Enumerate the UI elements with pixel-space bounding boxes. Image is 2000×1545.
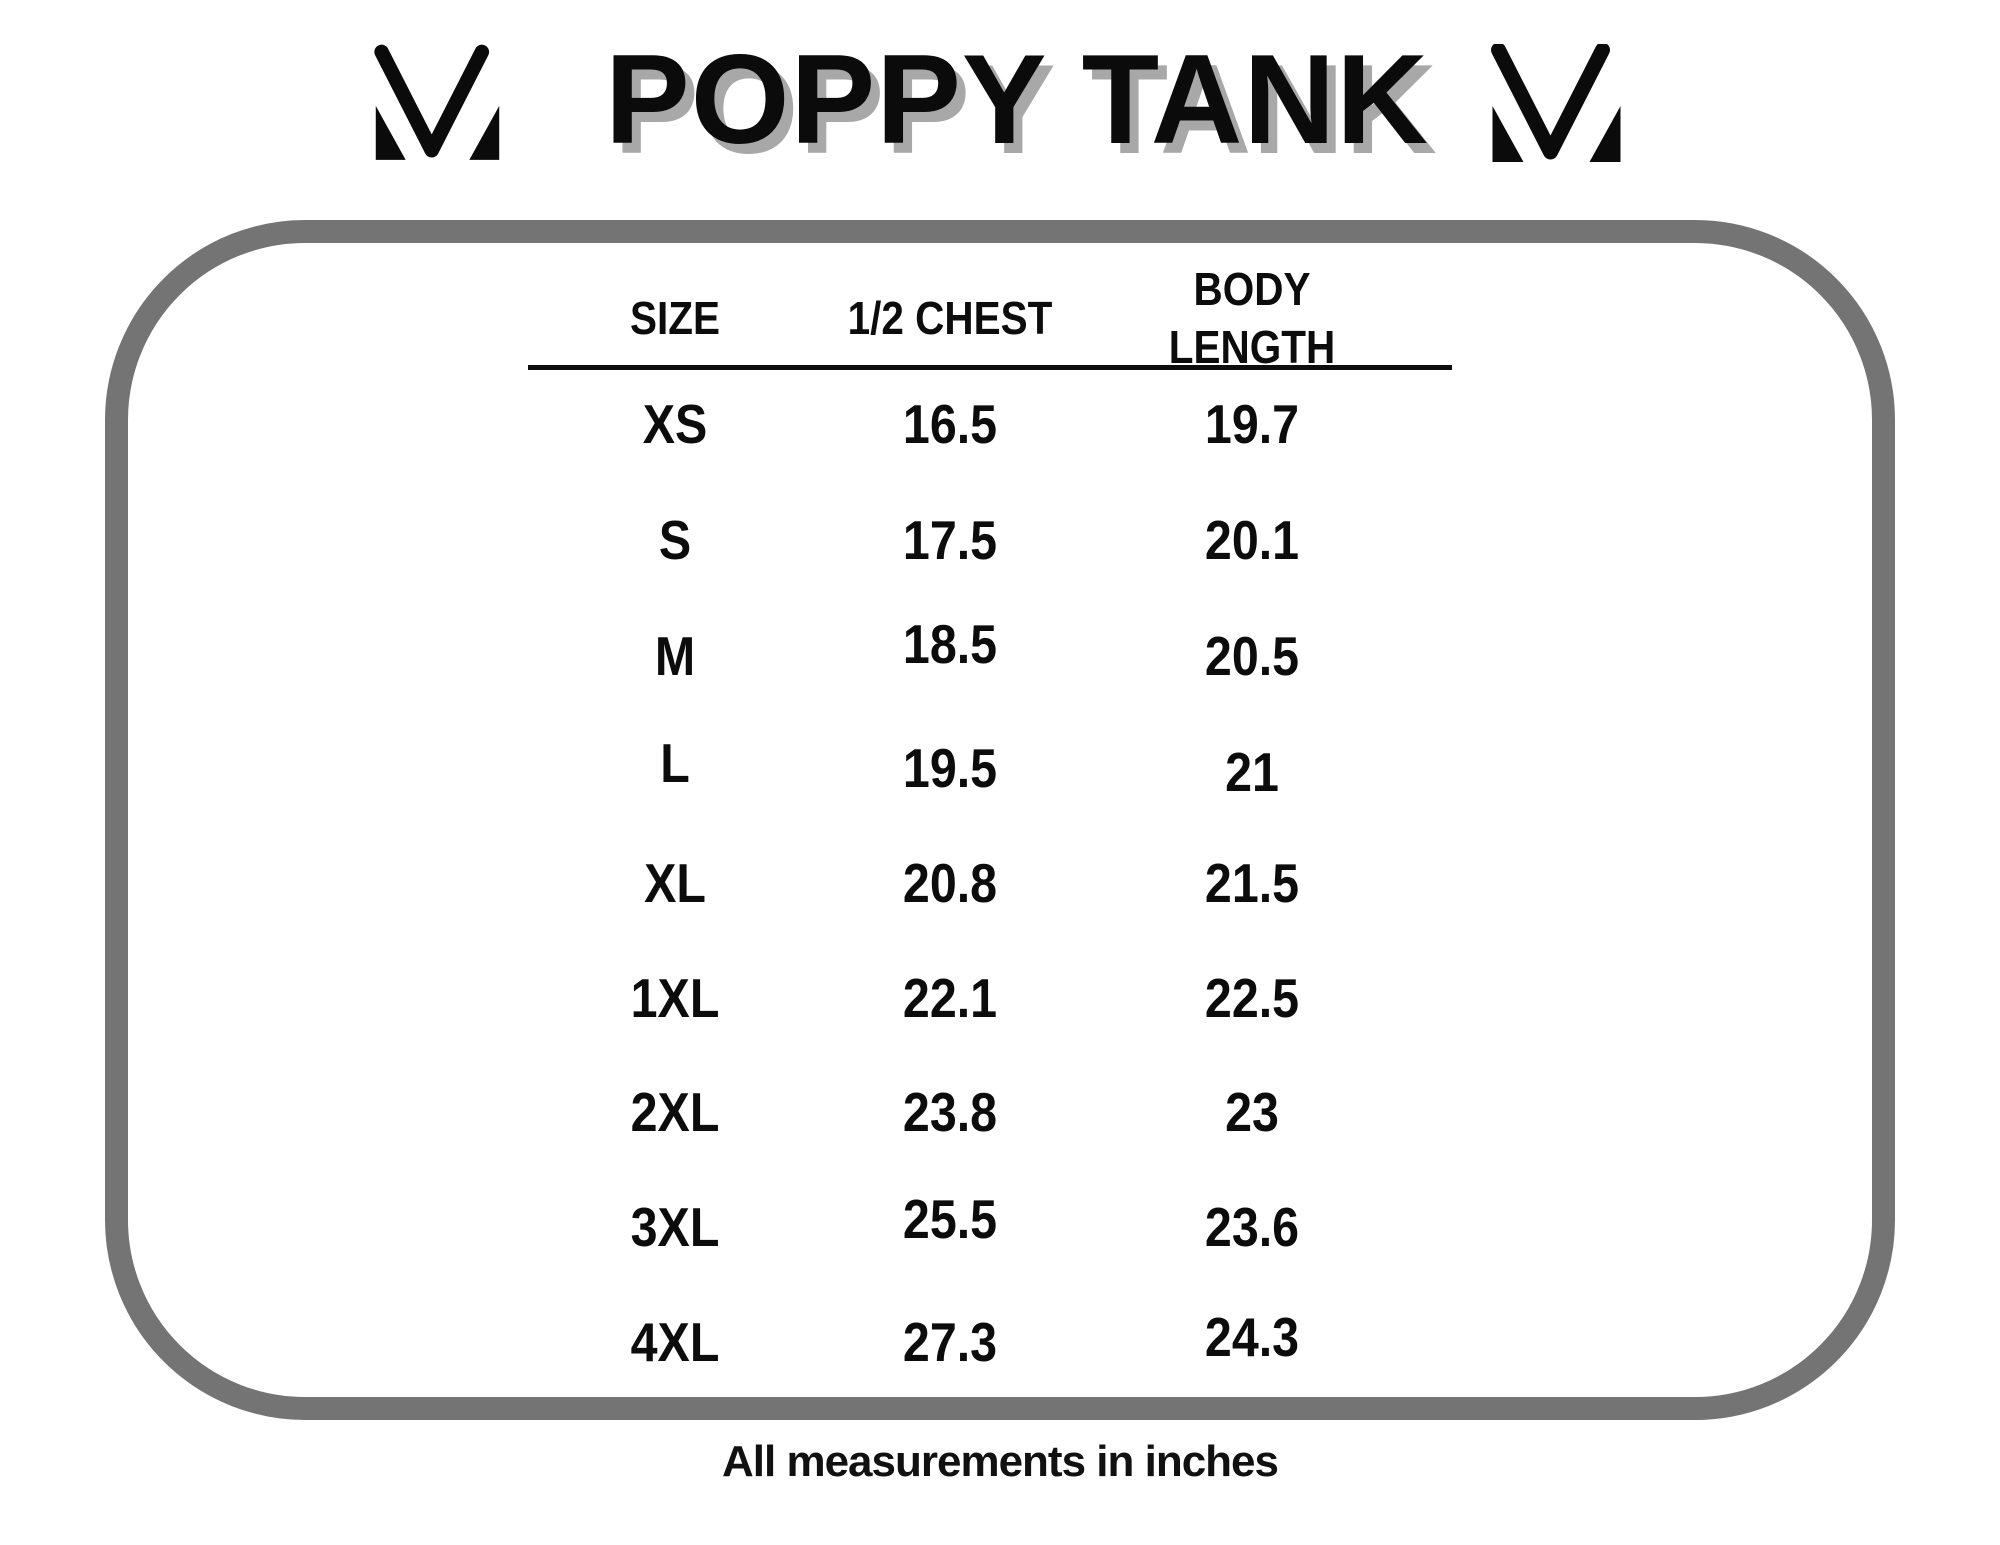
column-header-body-length: BODY LENGTH [1168, 263, 1336, 373]
cell-size: XS [642, 393, 708, 455]
cell-half-chest: 27.3 [902, 1311, 998, 1373]
cell-size: M [654, 625, 696, 687]
column-header-half-chest: 1/2 CHEST [847, 292, 1053, 344]
brand-m-logo-left-icon [374, 44, 500, 160]
column-header-size: SIZE [630, 292, 720, 344]
cell-half-chest: 16.5 [902, 393, 998, 455]
cell-body-length: 20.5 [1204, 625, 1300, 687]
cell-size: 3XL [630, 1196, 720, 1258]
header-underline [528, 365, 1452, 370]
cell-body-length: 23.6 [1204, 1196, 1300, 1258]
cell-body-length: 22.5 [1204, 967, 1300, 1029]
chart-frame [105, 220, 1895, 1420]
cell-body-length: 20.1 [1204, 509, 1300, 571]
cell-half-chest: 22.1 [902, 967, 998, 1029]
cell-half-chest: 20.8 [902, 852, 998, 914]
cell-size: XL [644, 852, 706, 914]
brand-m-logo-right-icon [1491, 44, 1621, 162]
measurements-note: All measurements in inches [722, 1437, 1279, 1486]
cell-body-length: 23 [1225, 1081, 1279, 1143]
cell-half-chest: 25.5 [902, 1188, 998, 1250]
cell-half-chest: 17.5 [902, 509, 998, 571]
cell-body-length: 19.7 [1204, 393, 1300, 455]
cell-size: L [660, 732, 690, 794]
cell-body-length: 24.3 [1204, 1306, 1300, 1368]
cell-body-length: 21 [1225, 741, 1279, 803]
cell-size: S [658, 509, 692, 571]
cell-half-chest: 19.5 [902, 737, 998, 799]
size-table: SIZE 1/2 CHEST BODY LENGTH XS 16.5 19.7 … [528, 0, 1452, 1420]
cell-body-length: 21.5 [1204, 852, 1300, 914]
cell-size: 4XL [630, 1311, 720, 1373]
page-title: POPPY TANK [605, 28, 1429, 170]
cell-size: 1XL [630, 967, 720, 1029]
cell-size: 2XL [630, 1081, 720, 1143]
cell-half-chest: 23.8 [902, 1081, 998, 1143]
cell-half-chest: 18.5 [902, 613, 998, 675]
